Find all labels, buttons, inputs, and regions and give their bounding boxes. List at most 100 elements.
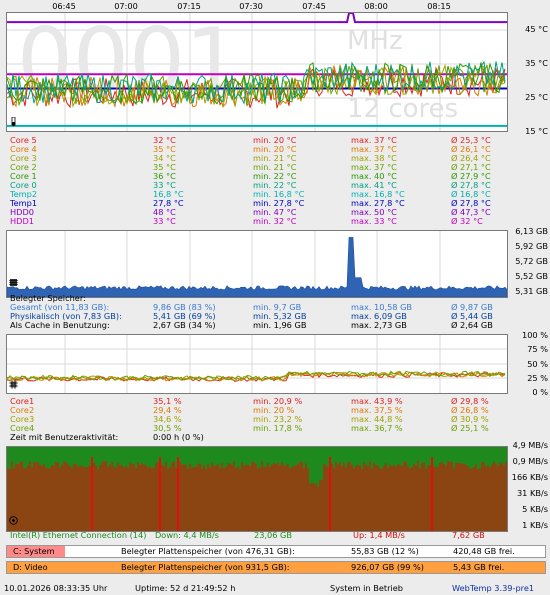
temp-min: min. 47 °C [253, 207, 297, 217]
network-bar [377, 465, 379, 531]
temp-avg: Ø 27,8 °C [451, 180, 491, 190]
network-bar [185, 465, 187, 531]
network-bar [275, 464, 277, 531]
temp-avg: Ø 27,1 °C [451, 162, 491, 172]
mem-max: max. 10,58 GB [351, 302, 413, 312]
disk-c-bar[interactable]: C: System Belegter Plattenspeicher (von … [6, 545, 546, 558]
network-bar [481, 462, 483, 531]
network-bar [465, 464, 467, 531]
temp-max: max. 37 °C [351, 162, 397, 172]
network-bar [305, 463, 307, 531]
network-bar [243, 465, 245, 531]
network-bar [215, 465, 217, 531]
network-bar [171, 462, 173, 531]
network-bar [127, 468, 129, 531]
watermark-cores: 12 cores [347, 94, 458, 124]
network-bar [43, 463, 45, 531]
network-bar [503, 465, 505, 531]
network-bar [339, 462, 341, 531]
network-bar [29, 461, 31, 531]
network-bar [121, 465, 123, 531]
network-bar [335, 462, 337, 531]
network-bar [393, 465, 395, 531]
temp-name: Core 0 [10, 180, 37, 190]
network-bar [303, 468, 305, 531]
user-activity-value: 0:00 h (0 %) [153, 432, 204, 442]
memory-table: Gesamt (von 11,83 GB): 9,86 GB (83 %) min.… [0, 303, 550, 331]
network-bar [253, 462, 255, 531]
network-bar [71, 468, 73, 531]
disk-c-used: 55,83 GB (12 %) [351, 546, 419, 556]
network-bar [173, 461, 175, 531]
network-bar [149, 466, 151, 531]
network-axis: 4,9 MB/s 0,9 MB/s 166 KB/s 31 KB/s 5 KB/… [507, 440, 550, 532]
network-bar [315, 483, 317, 531]
network-bar [429, 465, 431, 531]
network-bar [229, 463, 231, 531]
network-bar [461, 463, 463, 531]
network-bar [477, 468, 479, 531]
cpu-core-series [7, 370, 506, 381]
network-bar [119, 465, 121, 531]
network-bar [27, 465, 29, 531]
network-bar [155, 462, 157, 531]
network-bar [77, 466, 79, 531]
cpu-name: Core3 [10, 414, 35, 424]
mem-name: Physikalisch (von 7,83 GB): [10, 311, 122, 321]
network-bar [443, 463, 445, 531]
network-bar [247, 464, 249, 531]
network-bar [463, 463, 465, 531]
network-bar [175, 468, 177, 531]
network-bar [57, 462, 59, 531]
status-version-link[interactable]: WebTemp 3.39-pre1 [452, 583, 535, 593]
cpu-avg: Ø 25,1 % [451, 423, 489, 433]
network-bar [453, 468, 455, 531]
network-bar [195, 466, 197, 531]
network-bar [425, 468, 427, 531]
network-bar [131, 463, 133, 531]
memory-chip-icon [9, 279, 18, 286]
network-bar [445, 465, 447, 531]
network-bar [101, 462, 103, 531]
mem-cur: 5,41 GB (69 %) [153, 311, 216, 321]
network-bar [267, 463, 269, 531]
network-bar [99, 465, 101, 531]
memory-graph [6, 230, 508, 298]
cpu-tick: 50 % [527, 359, 548, 369]
time-label: 06:45 [52, 1, 76, 11]
network-bar [129, 462, 131, 531]
network-bar [13, 468, 15, 531]
cpu-graph [6, 334, 508, 394]
network-up-spike [329, 457, 331, 531]
time-label: 08:00 [364, 1, 388, 11]
network-bar [107, 466, 109, 531]
mem-max: max. 6,09 GB [351, 311, 407, 321]
network-bar [249, 466, 251, 531]
temp-max: max. 33 °C [351, 216, 397, 226]
disk-c-drive: C: System [13, 546, 55, 556]
network-bar [113, 466, 115, 531]
network-bar [379, 468, 381, 531]
temp-avg: Ø 27,8 °C [451, 198, 491, 208]
temp-cur: 48 °C [153, 207, 176, 217]
network-up-spike [431, 457, 433, 531]
network-bar [293, 465, 295, 531]
network-bar [163, 466, 165, 531]
network-bar [209, 467, 211, 531]
temp-name: Core 5 [10, 135, 37, 145]
network-bar [89, 465, 91, 531]
time-label: 08:15 [427, 1, 451, 11]
network-up-spike [91, 457, 93, 531]
network-bar [365, 464, 367, 531]
network-bar [399, 464, 401, 531]
network-bar [401, 466, 403, 531]
cpu-max: max. 37,5 % [351, 405, 403, 415]
cpu-cur: 34,6 % [153, 414, 182, 424]
network-bar [23, 468, 25, 531]
network-bar [333, 468, 335, 531]
status-datetime: 10.01.2026 08:33:35 Uhr [4, 583, 108, 593]
network-bar [7, 468, 9, 531]
disk-d-bar[interactable]: D: Video Belegter Plattenspeicher (von 9… [6, 561, 546, 574]
network-bar [331, 463, 333, 531]
network-bar [117, 462, 119, 531]
